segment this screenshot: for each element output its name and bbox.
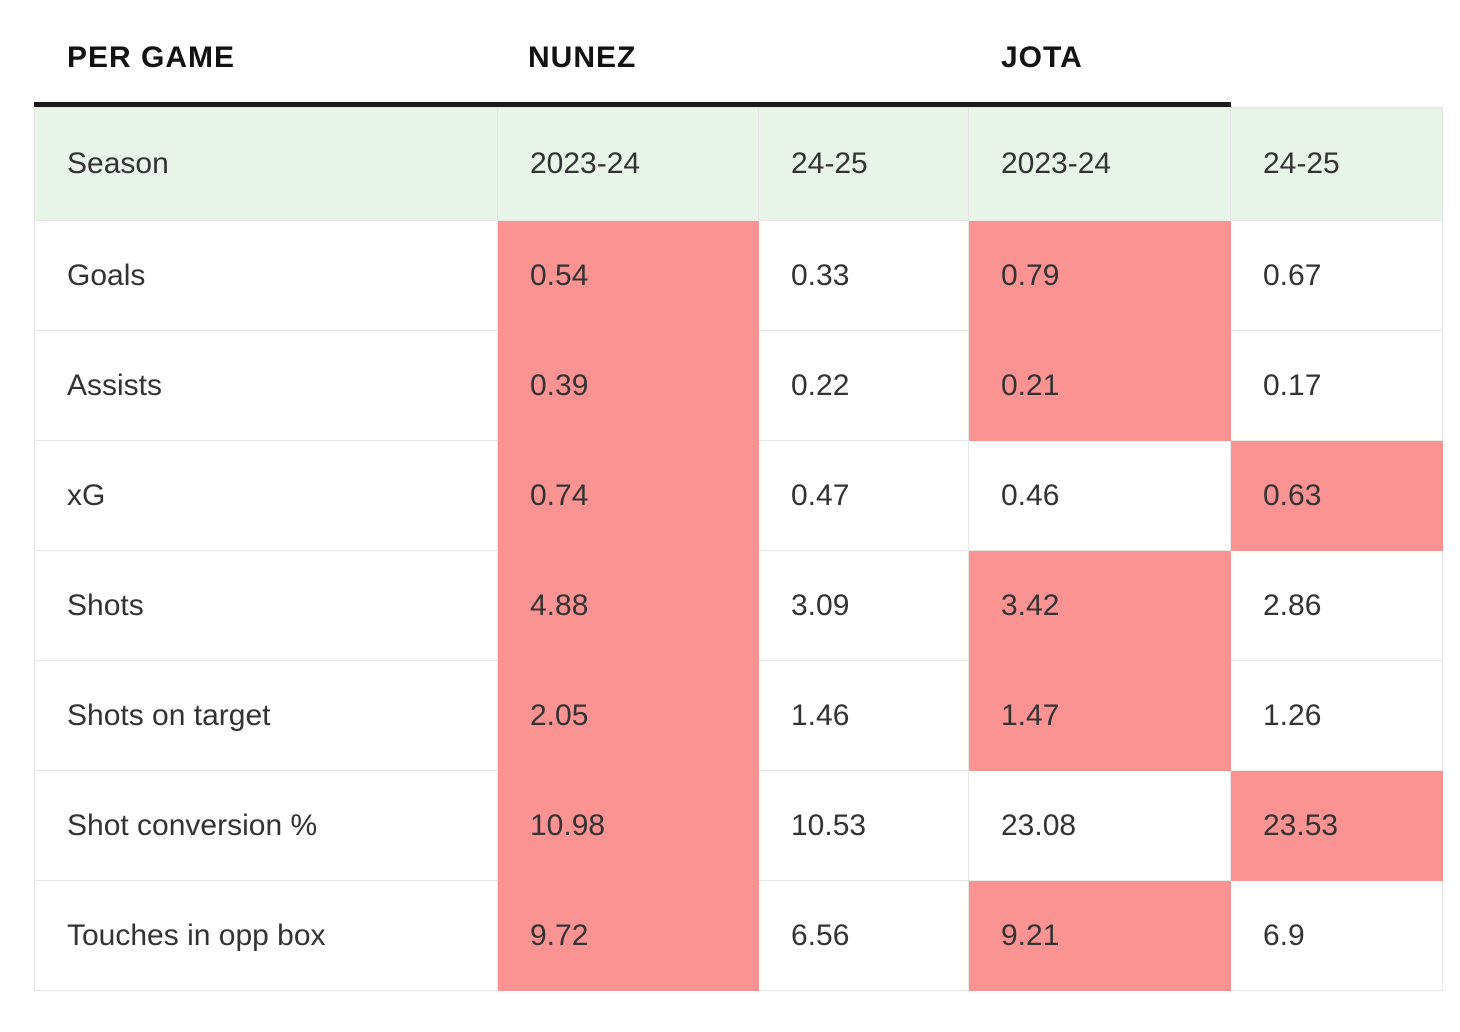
row-label: Goals (34, 220, 498, 331)
stat-cell: 0.21 (968, 330, 1231, 441)
player-nunez-heading: NUNEZ (528, 41, 637, 74)
stats-table: Season 2023-24 24-25 2023-24 24-25 Goals… (34, 107, 1443, 991)
stat-cell: 2.86 (1230, 550, 1443, 661)
stat-cell: 0.46 (968, 440, 1231, 551)
stat-cell: 23.53 (1230, 770, 1443, 881)
season-jota-2023-24: 2023-24 (968, 107, 1231, 221)
season-jota-24-25: 24-25 (1230, 107, 1443, 221)
stat-cell: 10.98 (497, 770, 759, 881)
row-label: xG (34, 440, 498, 551)
stat-cell: 23.08 (968, 770, 1231, 881)
table-row: Goals 0.54 0.33 0.79 0.67 (34, 220, 1443, 331)
player-jota-heading: JOTA (1001, 41, 1083, 74)
table-row: Shot conversion % 10.98 10.53 23.08 23.53 (34, 770, 1443, 881)
stat-cell: 0.54 (497, 220, 759, 331)
stat-cell: 0.79 (968, 220, 1231, 331)
table-row: Touches in opp box 9.72 6.56 9.21 6.9 (34, 880, 1443, 991)
stat-cell: 6.56 (758, 880, 969, 991)
stat-cell: 1.47 (968, 660, 1231, 771)
table-row: Shots 4.88 3.09 3.42 2.86 (34, 550, 1443, 661)
stat-cell: 0.74 (497, 440, 759, 551)
stat-cell: 0.17 (1230, 330, 1443, 441)
table-row: xG 0.74 0.47 0.46 0.63 (34, 440, 1443, 551)
stat-cell: 0.33 (758, 220, 969, 331)
season-row: Season 2023-24 24-25 2023-24 24-25 (34, 107, 1443, 221)
stat-cell: 6.9 (1230, 880, 1443, 991)
stat-cell: 0.47 (758, 440, 969, 551)
stat-cell: 1.46 (758, 660, 969, 771)
row-label: Shots (34, 550, 498, 661)
table-header: PER GAME NUNEZ JOTA (0, 0, 1460, 102)
stat-cell: 2.05 (497, 660, 759, 771)
stat-cell: 3.09 (758, 550, 969, 661)
row-label: Shot conversion % (34, 770, 498, 881)
stat-cell: 9.21 (968, 880, 1231, 991)
header-divider (34, 102, 1231, 107)
row-label: Touches in opp box (34, 880, 498, 991)
season-label: Season (34, 107, 498, 221)
stat-cell: 3.42 (968, 550, 1231, 661)
stat-cell: 1.26 (1230, 660, 1443, 771)
stat-cell: 10.53 (758, 770, 969, 881)
stat-cell: 9.72 (497, 880, 759, 991)
row-label: Shots on target (34, 660, 498, 771)
stat-cell: 0.67 (1230, 220, 1443, 331)
stat-cell: 0.63 (1230, 440, 1443, 551)
stat-cell: 0.22 (758, 330, 969, 441)
row-label: Assists (34, 330, 498, 441)
stat-cell: 4.88 (497, 550, 759, 661)
season-nunez-2023-24: 2023-24 (497, 107, 759, 221)
table-row: Assists 0.39 0.22 0.21 0.17 (34, 330, 1443, 441)
season-nunez-24-25: 24-25 (758, 107, 969, 221)
stat-cell: 0.39 (497, 330, 759, 441)
table-row: Shots on target 2.05 1.46 1.47 1.26 (34, 660, 1443, 771)
per-game-heading: PER GAME (67, 41, 236, 74)
